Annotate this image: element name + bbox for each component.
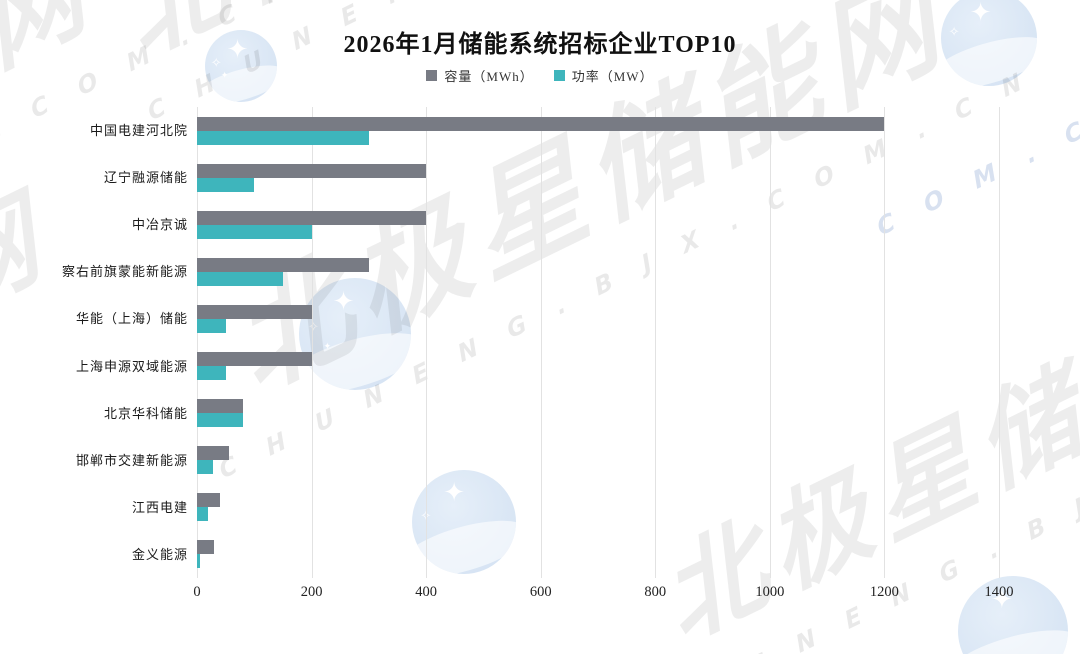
power-bar bbox=[197, 554, 200, 569]
bar-row bbox=[197, 154, 1005, 201]
capacity-bar bbox=[197, 210, 427, 225]
category-label: 上海申源双域能源 bbox=[75, 358, 188, 374]
category-label: 华能（上海）储能 bbox=[75, 311, 188, 327]
bar-row bbox=[197, 437, 1005, 484]
gridline bbox=[999, 107, 1000, 578]
legend-item-capacity: 容量（MWh） bbox=[426, 66, 533, 85]
gridline bbox=[884, 107, 886, 578]
x-tick-label: 200 bbox=[300, 584, 323, 600]
legend-swatch-capacity bbox=[426, 70, 438, 81]
power-bar bbox=[197, 224, 312, 239]
capacity-bar bbox=[197, 493, 220, 508]
x-tick-label: 0 bbox=[193, 584, 201, 600]
category-label: 江西电建 bbox=[131, 499, 188, 515]
legend-item-power: 功率（MW） bbox=[553, 66, 654, 85]
x-tick-label: 1400 bbox=[984, 584, 1014, 600]
legend: 容量（MWh） 功率（MW） bbox=[0, 66, 1080, 85]
bar-row bbox=[197, 343, 1005, 390]
power-bar bbox=[197, 318, 226, 333]
star-icon: ✦ bbox=[969, 0, 992, 28]
power-bar bbox=[197, 177, 255, 192]
capacity-bar bbox=[197, 352, 312, 367]
category-label: 中冶京诚 bbox=[131, 217, 188, 233]
x-tick-label: 1000 bbox=[755, 584, 785, 600]
gridline bbox=[769, 107, 771, 578]
bar-row bbox=[197, 484, 1005, 531]
category-label: 邯郸市交建新能源 bbox=[75, 452, 188, 468]
bar-row bbox=[197, 390, 1005, 437]
chart-title: 2026年1月储能系统招标企业TOP10 bbox=[343, 32, 737, 58]
power-bar bbox=[197, 271, 283, 286]
capacity-bar bbox=[197, 446, 229, 461]
x-tick-label: 400 bbox=[415, 584, 438, 600]
power-bar bbox=[197, 507, 209, 522]
category-label: 辽宁融源储能 bbox=[103, 170, 188, 186]
x-tick-label: 600 bbox=[529, 584, 552, 600]
capacity-bar bbox=[197, 163, 427, 178]
legend-label-power: 功率（MW） bbox=[571, 69, 654, 84]
gridline bbox=[426, 107, 428, 578]
bar-row bbox=[197, 248, 1005, 295]
x-tick-label: 1200 bbox=[869, 584, 899, 600]
legend-swatch-power bbox=[553, 70, 565, 81]
capacity-bar bbox=[197, 257, 369, 272]
category-label: 中国电建河北院 bbox=[89, 123, 188, 138]
legend-label-capacity: 容量（MWh） bbox=[444, 69, 534, 84]
category-label: 北京华科储能 bbox=[103, 405, 188, 421]
capacity-bar bbox=[197, 304, 312, 319]
power-bar bbox=[197, 460, 214, 475]
category-label: 察右前旗蒙能新能源 bbox=[61, 264, 188, 280]
plot-area bbox=[197, 107, 1005, 578]
power-bar bbox=[197, 130, 369, 145]
gridline bbox=[197, 107, 198, 578]
power-bar bbox=[197, 366, 226, 381]
bar-row bbox=[197, 295, 1005, 342]
gridline bbox=[540, 107, 542, 578]
capacity-bar bbox=[197, 116, 885, 131]
capacity-bar bbox=[197, 540, 215, 555]
bar-row bbox=[197, 201, 1005, 248]
category-label: 金义能源 bbox=[131, 546, 188, 562]
x-tick-label: 800 bbox=[644, 584, 667, 600]
capacity-bar bbox=[197, 399, 243, 414]
bar-row bbox=[197, 107, 1005, 154]
bar-row bbox=[197, 531, 1005, 578]
gridline bbox=[655, 107, 657, 578]
power-bar bbox=[197, 413, 243, 428]
